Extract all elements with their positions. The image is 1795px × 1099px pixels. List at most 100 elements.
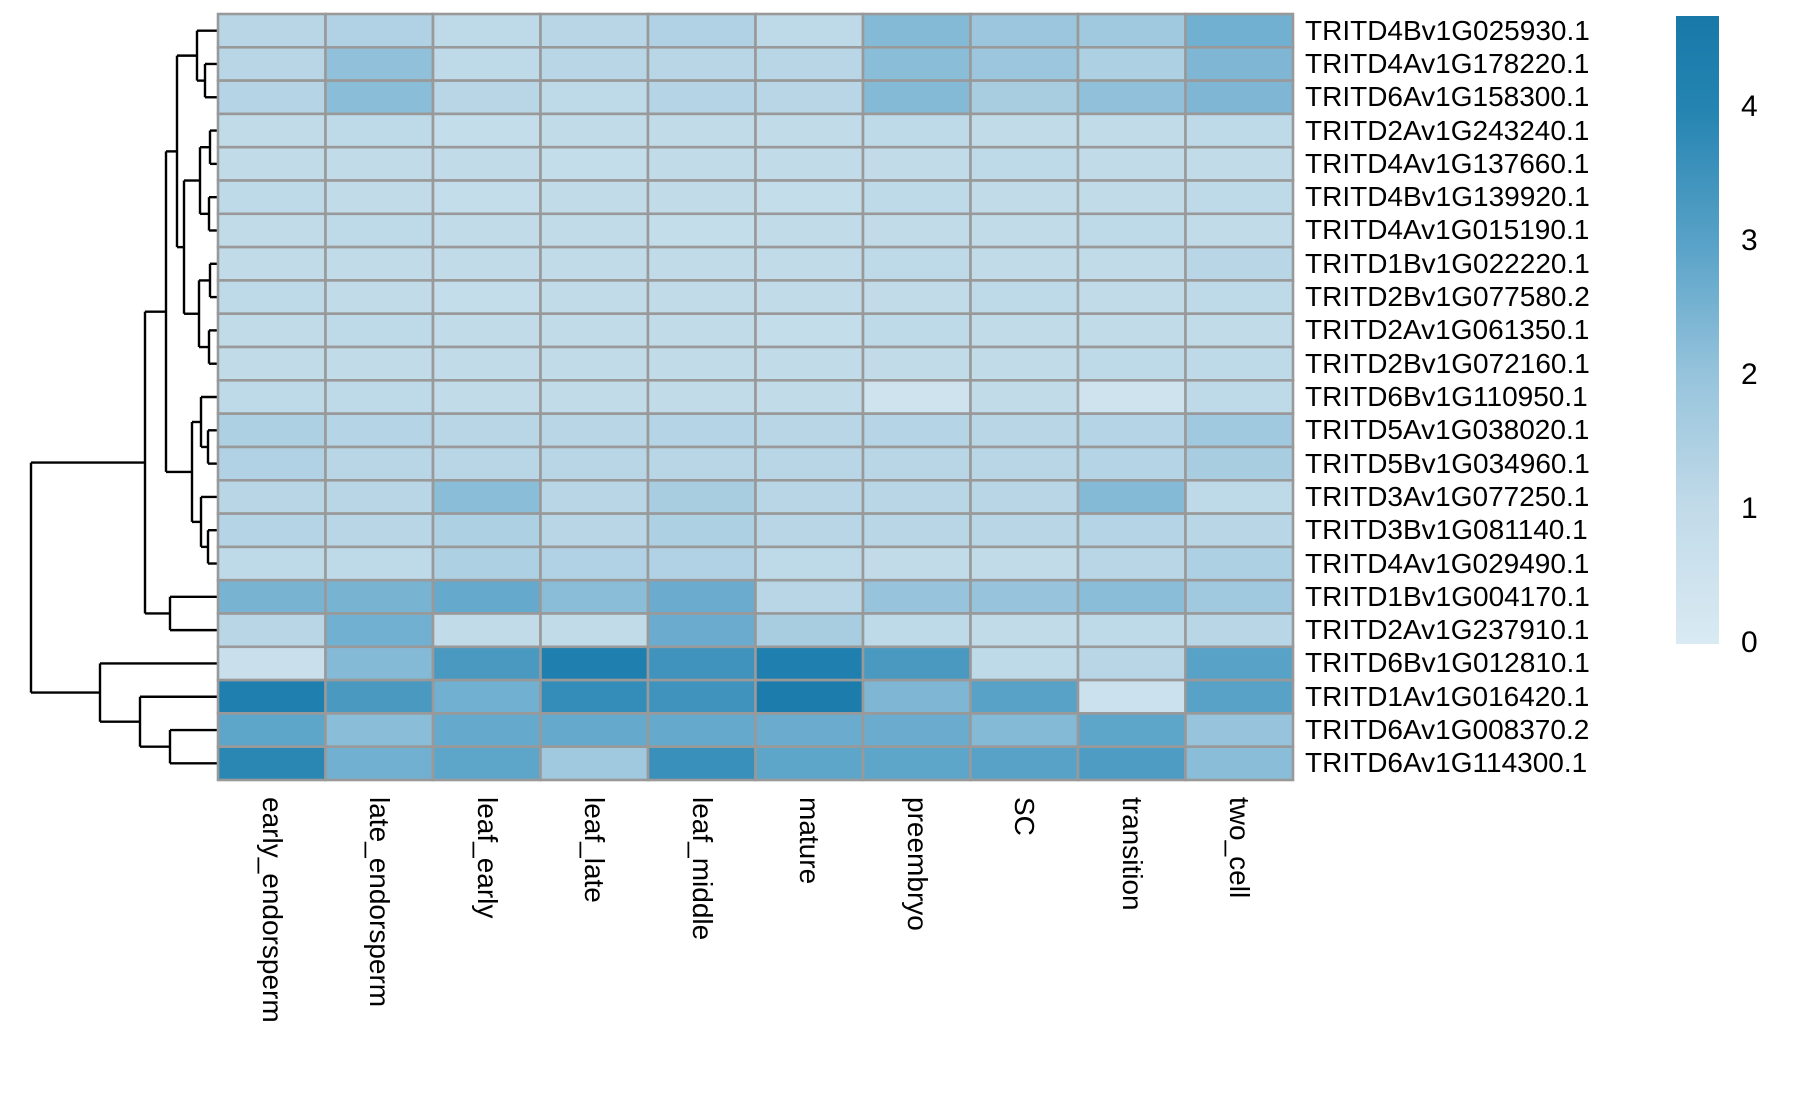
row-label: TRITD1Av1G016420.1 xyxy=(1305,680,1590,712)
heatmap-cell xyxy=(861,745,972,782)
heatmap-cell xyxy=(1076,745,1187,782)
heatmap-cell xyxy=(216,245,327,282)
heatmap-cell xyxy=(861,445,972,482)
heatmap-cell xyxy=(646,179,757,216)
heatmap-cell xyxy=(539,79,650,116)
heatmap-cell xyxy=(539,645,650,682)
heatmap-cell xyxy=(324,12,435,49)
row-label: TRITD2Av1G243240.1 xyxy=(1305,114,1590,146)
row-label: TRITD4Bv1G025930.1 xyxy=(1305,14,1590,46)
heatmap-cell xyxy=(1184,478,1295,515)
heatmap-cell xyxy=(646,478,757,515)
heatmap-cell xyxy=(969,545,1080,582)
heatmap-cell xyxy=(1076,612,1187,649)
heatmap-cell xyxy=(324,145,435,182)
heatmap-cell xyxy=(754,345,865,382)
heatmap-cell xyxy=(646,279,757,315)
heatmap-cell xyxy=(216,512,327,549)
heatmap-cell xyxy=(861,378,972,415)
heatmap-cell xyxy=(539,112,650,149)
heatmap-cell xyxy=(754,179,865,216)
color-legend-bar xyxy=(1676,16,1719,644)
heatmap-cell xyxy=(324,212,435,249)
heatmap-cell xyxy=(861,612,972,649)
heatmap-cell xyxy=(969,745,1080,782)
heatmap-cell xyxy=(324,512,435,549)
heatmap-cell xyxy=(1076,112,1187,149)
row-label: TRITD5Av1G038020.1 xyxy=(1305,414,1590,446)
heatmap-cell xyxy=(539,545,650,582)
heatmap-cell xyxy=(969,212,1080,249)
heatmap-cell xyxy=(861,312,972,349)
heatmap-cell xyxy=(1184,745,1295,782)
heatmap-cell xyxy=(539,512,650,549)
heatmap-cell xyxy=(1076,245,1187,282)
heatmap-cell xyxy=(1076,12,1187,49)
heatmap-cell xyxy=(969,312,1080,349)
heatmap-cell xyxy=(646,712,757,749)
heatmap-cell xyxy=(324,412,435,449)
heatmap-cell xyxy=(646,112,757,149)
heatmap-cell xyxy=(324,345,435,382)
heatmap-cell xyxy=(324,378,435,415)
heatmap-cell xyxy=(1076,412,1187,449)
heatmap-cell xyxy=(539,345,650,382)
heatmap-cell xyxy=(754,545,865,582)
heatmap-cell xyxy=(1076,545,1187,582)
heatmap-cell xyxy=(861,245,972,282)
column-label: leaf_late xyxy=(579,797,611,903)
heatmap-cell xyxy=(324,745,435,782)
heatmap-cell xyxy=(754,578,865,615)
heatmap-cell xyxy=(1184,645,1295,682)
heatmap-cell xyxy=(539,212,650,249)
column-label: SC xyxy=(1009,797,1041,836)
heatmap-cell xyxy=(216,112,327,149)
heatmap-cell xyxy=(646,45,757,82)
column-label: late_endorsperm xyxy=(364,797,396,1008)
heatmap-cell xyxy=(861,145,972,182)
heatmap-cell xyxy=(431,378,542,415)
heatmap-cell xyxy=(431,745,542,782)
row-label: TRITD1Bv1G022220.1 xyxy=(1305,247,1590,279)
heatmap-cell xyxy=(754,612,865,649)
heatmap-cell xyxy=(1184,79,1295,116)
heatmap-cell xyxy=(754,245,865,282)
heatmap-cell xyxy=(324,678,435,715)
heatmap-cell xyxy=(969,478,1080,515)
heatmap-cell xyxy=(969,45,1080,82)
row-label: TRITD1Bv1G004170.1 xyxy=(1305,580,1590,612)
heatmap-cell xyxy=(646,678,757,715)
heatmap-cell xyxy=(969,245,1080,282)
heatmap-cell xyxy=(216,279,327,315)
row-label: TRITD2Av1G061350.1 xyxy=(1305,314,1590,346)
row-label: TRITD6Bv1G012810.1 xyxy=(1305,647,1590,679)
heatmap-cell xyxy=(1184,179,1295,216)
heatmap-cell xyxy=(324,645,435,682)
heatmap-cell xyxy=(539,578,650,615)
heatmap-cell xyxy=(646,378,757,415)
row-label: TRITD6Av1G008370.2 xyxy=(1305,714,1590,746)
heatmap-cell xyxy=(646,12,757,49)
heatmap-cell xyxy=(216,612,327,649)
heatmap-cell xyxy=(324,478,435,515)
heatmap-cell xyxy=(969,79,1080,116)
heatmap-cell xyxy=(861,545,972,582)
heatmap-cell xyxy=(1184,145,1295,182)
heatmap-cell xyxy=(431,345,542,382)
column-label: preembryo xyxy=(901,797,933,931)
heatmap-cell xyxy=(646,445,757,482)
heatmap-cell xyxy=(1076,145,1187,182)
heatmap-cell xyxy=(431,245,542,282)
row-label: TRITD4Av1G137660.1 xyxy=(1305,147,1590,179)
heatmap-cell xyxy=(754,378,865,415)
row-label: TRITD4Av1G178220.1 xyxy=(1305,47,1590,79)
heatmap-cell xyxy=(1076,279,1187,315)
heatmap-cell xyxy=(1184,279,1295,315)
heatmap-cell xyxy=(431,279,542,315)
heatmap-cell xyxy=(539,279,650,315)
legend-tick-label: 2 xyxy=(1741,358,1758,391)
heatmap-cell xyxy=(324,279,435,315)
heatmap-cell xyxy=(216,345,327,382)
row-label: TRITD4Bv1G139920.1 xyxy=(1305,181,1590,213)
